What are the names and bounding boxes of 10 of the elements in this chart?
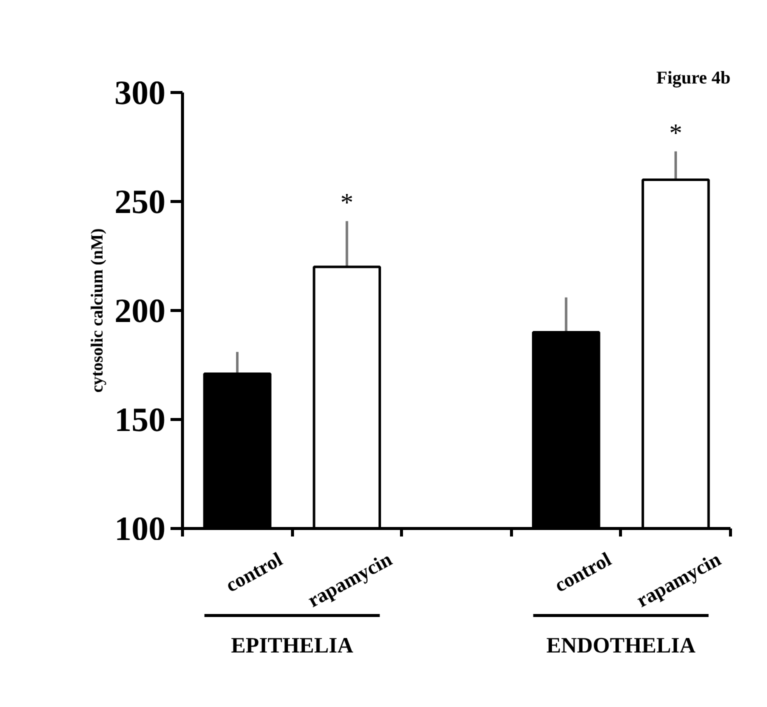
y-axis-title: cytosolic calcium (nM) <box>88 228 106 393</box>
text: EPITHELIA <box>230 632 354 658</box>
chart-title: Figure 4b <box>656 68 730 88</box>
y-tick-label: 250 <box>114 184 166 221</box>
data-label: * <box>669 118 682 148</box>
text: ENDOTHELIA <box>546 632 696 658</box>
y-tick-label: 200 <box>114 293 166 330</box>
y-tick-label: 300 <box>114 75 166 112</box>
y-tick-label: 150 <box>114 402 166 439</box>
data-label: * <box>340 188 354 218</box>
